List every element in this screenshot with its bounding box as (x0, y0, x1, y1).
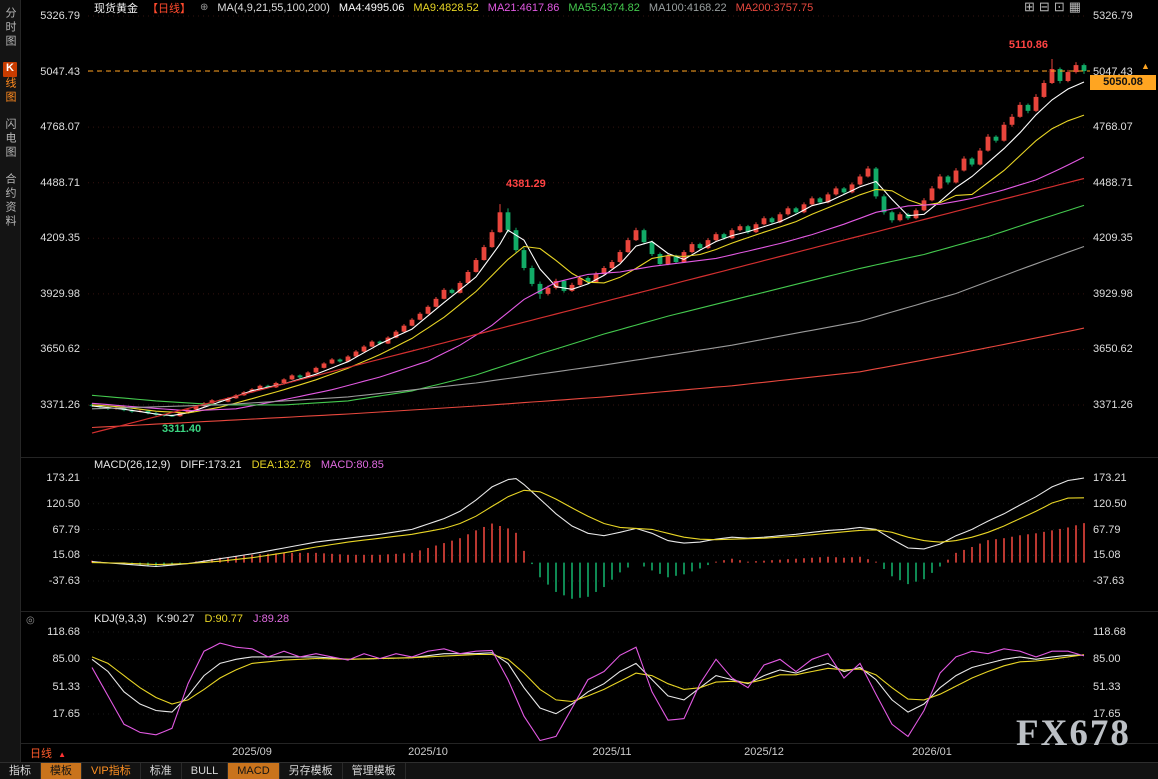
template-tab-bar: 指标 模板 VIP指标 标准 BULL MACD 另存模板 管理模板 (0, 762, 1158, 779)
bottom-tab-指标[interactable]: 指标 (0, 763, 41, 779)
ma-legend-value: MA55:4374.82 (568, 1, 640, 14)
sidebar-tab-合约资料[interactable]: 合约资料 (4, 173, 16, 229)
bottom-tab-MACD[interactable]: MACD (228, 763, 280, 779)
ma-legend: MA4:4995.06 MA9:4828.52 MA21:4617.86 MA55:4… (339, 2, 813, 14)
latest-price-marker-icon[interactable]: ▲ (1141, 61, 1150, 72)
active-tab-badge: K (3, 62, 17, 77)
layout-toolbar: ⊞ ⊟ ⊡ ▦ (1024, 0, 1081, 14)
layout-grid-icon[interactable]: ⊞ (1024, 0, 1035, 14)
chart-type-sidebar: 分时图 K线图闪电图合约资料 (0, 0, 21, 762)
macd-lines-layer (91, 477, 1085, 568)
indicator-settings-icon[interactable]: ◎ (26, 615, 35, 626)
bottom-tab-VIP指标[interactable]: VIP指标 (82, 763, 141, 779)
ma-legend-value: MA4:4995.06 (338, 1, 405, 14)
layout-rows-icon[interactable]: ⊟ (1038, 0, 1050, 14)
chart-header-bar: 现货黄金 【日线】 ⊕ MA(4,9,21,55,100,200) MA4:49… (0, 0, 1158, 15)
sidebar-tab-K线图[interactable]: K线图 (3, 62, 17, 105)
kdj-d-value: D:90.77 (204, 613, 244, 625)
kdj-lines-layer (91, 642, 1085, 742)
kdj-k-value: K:90.27 (156, 613, 195, 625)
expand-icon[interactable]: ⊕ (200, 2, 209, 13)
dropdown-arrow-icon: ▲ (58, 750, 66, 759)
bottom-tab-BULL[interactable]: BULL (182, 763, 229, 779)
ma-legend-value: MA200:3757.75 (735, 1, 814, 14)
candles-layer (89, 58, 1087, 417)
sidebar-tab-闪电图[interactable]: 闪电图 (4, 118, 16, 160)
macd-hist-value: MACD:80.85 (320, 459, 384, 471)
kdj-indicator-header: KDJ(9,3,3) K:90.27 D:90.77 J:89.28 (94, 613, 289, 625)
gridlines (88, 15, 1088, 715)
ma-legend-value: MA9:4828.52 (413, 1, 479, 14)
watermark: FX678 (1016, 713, 1131, 754)
kdj-title[interactable]: KDJ(9,3,3) (94, 613, 147, 625)
macd-diff-value: DIFF:173.21 (180, 459, 242, 471)
bottom-tab-另存模板[interactable]: 另存模板 (280, 763, 343, 779)
ma-legend-value: MA21:4617.86 (487, 1, 560, 14)
ma-legend-value: MA100:4168.22 (648, 1, 727, 14)
macd-title[interactable]: MACD(26,12,9) (94, 459, 171, 471)
macd-dea-value: DEA:132.78 (251, 459, 311, 471)
bottom-tab-标准[interactable]: 标准 (141, 763, 182, 779)
kdj-j-value: J:89.28 (253, 613, 290, 625)
sidebar-tab-分时图[interactable]: 分时图 (4, 7, 16, 49)
current-price-tag: 5050.08 (1090, 75, 1156, 91)
ma-settings-label[interactable]: MA(4,9,21,55,100,200) (217, 1, 330, 14)
bottom-tab-模板[interactable]: 模板 (41, 763, 82, 779)
period-label: 日线 (30, 748, 52, 760)
ma-lines-layer (91, 81, 1085, 434)
symbol-name: 现货黄金 (94, 2, 138, 15)
period-selector[interactable]: 日线 ▲ (30, 745, 66, 761)
layout-single-icon[interactable]: ⊡ (1053, 0, 1065, 14)
layout-quad-icon[interactable]: ▦ (1068, 0, 1082, 14)
period-tag[interactable]: 【日线】 (147, 2, 191, 15)
macd-indicator-header: MACD(26,12,9) DIFF:173.21 DEA:132.78 MAC… (94, 459, 384, 471)
macd-histogram (91, 523, 1085, 599)
bottom-tab-管理模板[interactable]: 管理模板 (343, 763, 406, 779)
